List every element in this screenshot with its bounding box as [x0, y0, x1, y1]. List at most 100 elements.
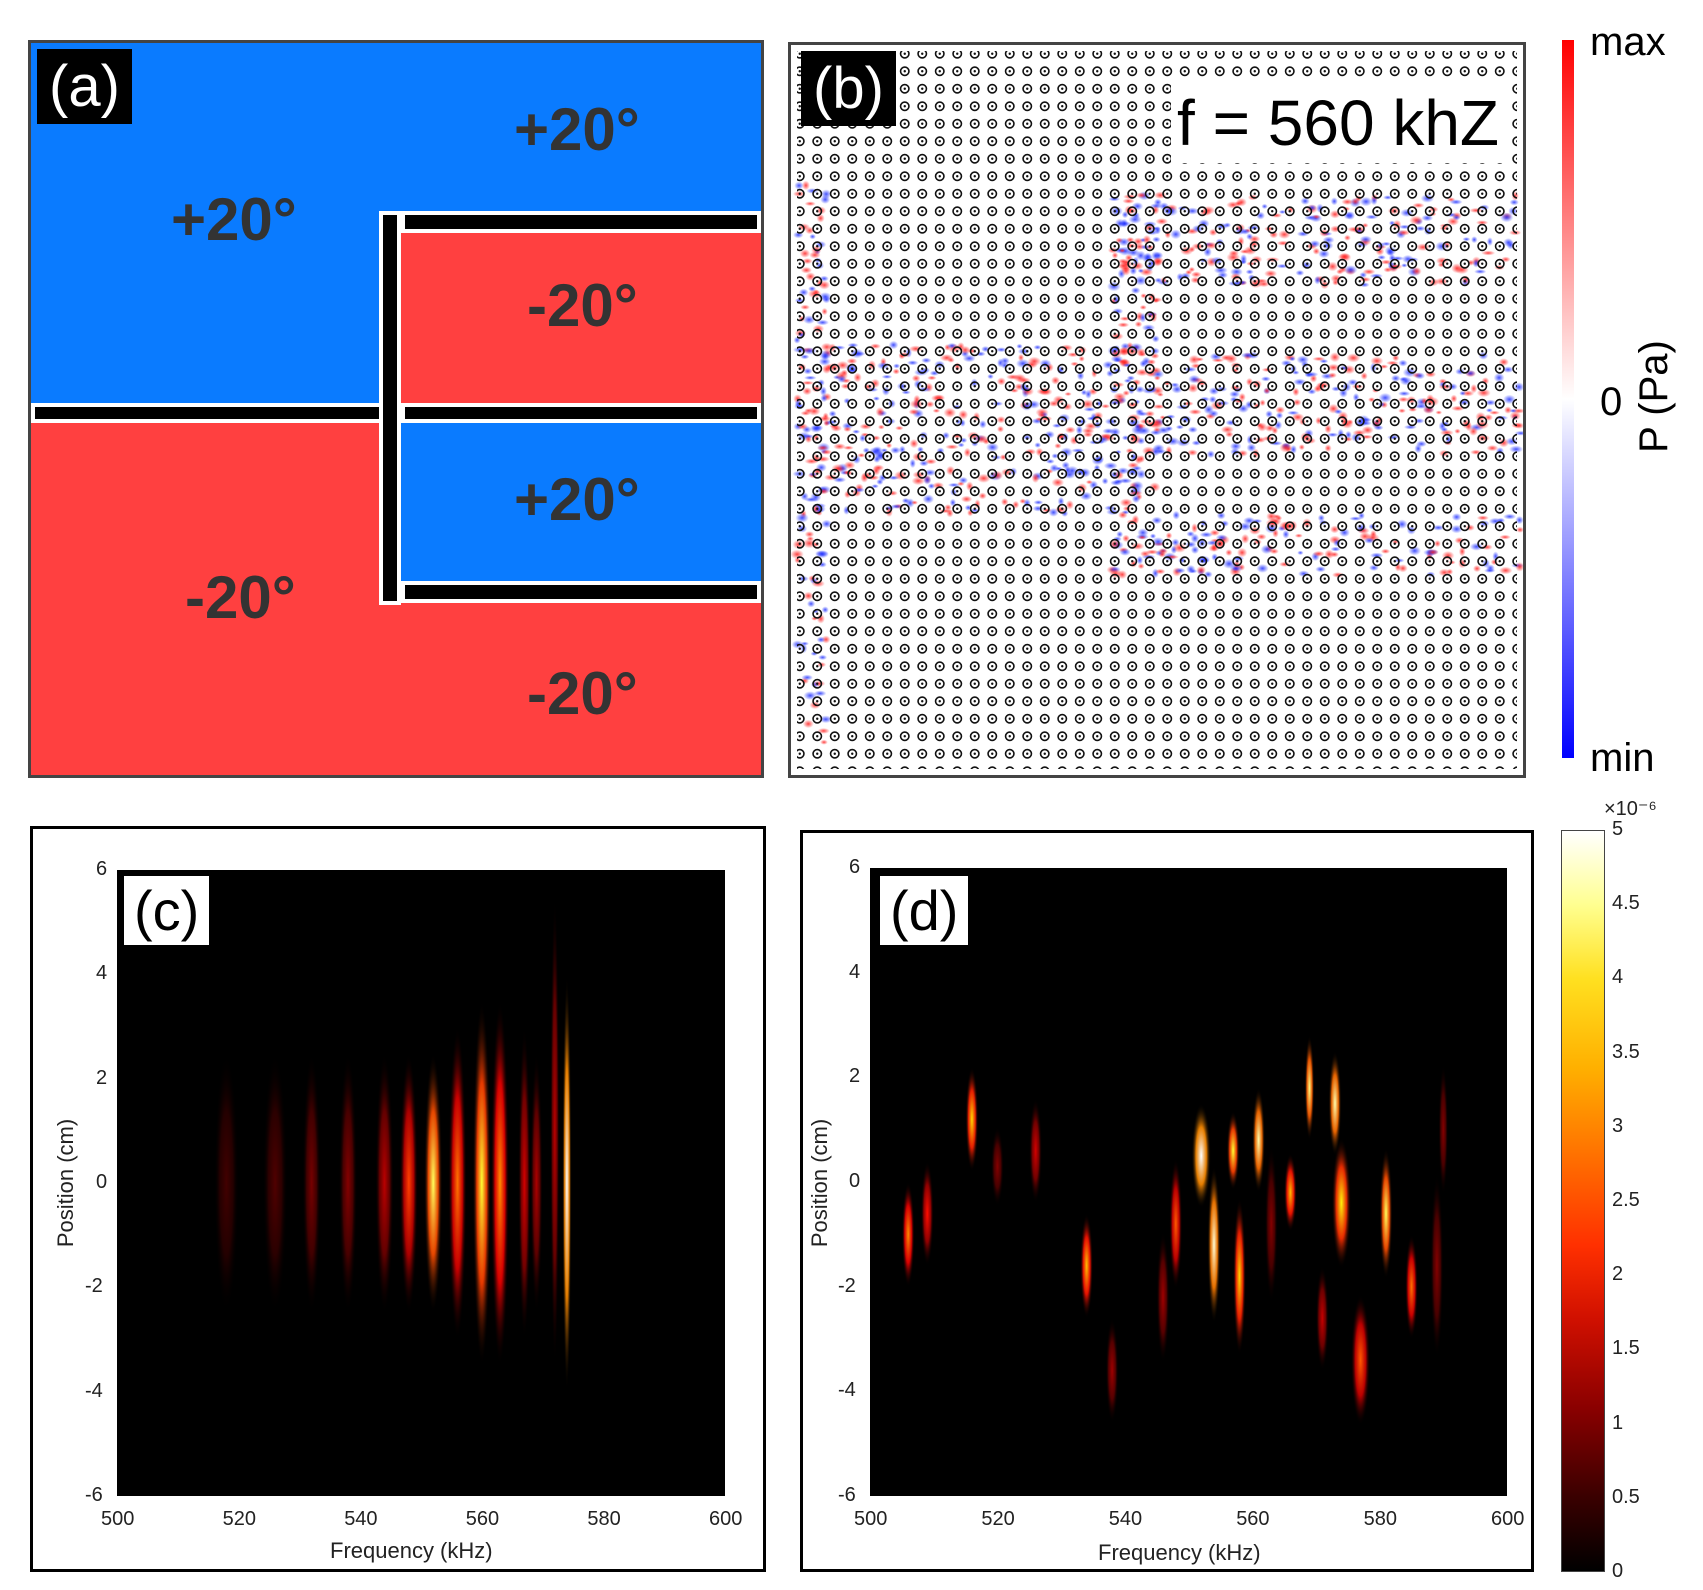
region-negative-bottom-left — [31, 411, 393, 775]
xlabel-d: Frequency (kHz) — [1098, 1540, 1261, 1565]
heatmap-cell — [1379, 1148, 1393, 1279]
colorbar-tick-label: 2 — [1612, 1263, 1624, 1286]
y-tick-label: 2 — [849, 1065, 861, 1088]
xlabel-c: Frequency (kHz) — [330, 1538, 493, 1563]
heatmap-cell — [1029, 1098, 1042, 1203]
heatmap-cell — [338, 1052, 358, 1314]
region-positive-mid-lower — [393, 415, 761, 601]
heatmap-d — [870, 868, 1507, 1496]
y-tick-label: 6 — [849, 856, 861, 878]
x-tick-label: 560 — [1236, 1508, 1270, 1530]
heatmap-cell — [1156, 1231, 1170, 1363]
x-tick-label: 600 — [709, 1508, 743, 1530]
x-tick-label: 580 — [587, 1508, 621, 1530]
heatmap-cell — [920, 1161, 934, 1266]
y-tick-label: 2 — [96, 1066, 108, 1089]
colorbar-tick-label: 1 — [1612, 1411, 1624, 1434]
heatmap-cell — [214, 1052, 239, 1314]
heatmap-cell — [1264, 1145, 1278, 1303]
heatmap-cell — [1080, 1213, 1093, 1318]
angle-mid-upper: -20° — [527, 272, 638, 339]
intensity-colorbar — [1561, 830, 1605, 1572]
wall-top — [401, 211, 761, 233]
x-tick-label: 520 — [981, 1508, 1015, 1530]
pressure-min-label: min — [1590, 736, 1655, 780]
angle-mid-lower: +20° — [514, 466, 640, 533]
x-tick-label: 540 — [1108, 1508, 1143, 1530]
heatmap-cell — [1304, 1035, 1315, 1141]
angle-top-right: +20° — [514, 96, 640, 163]
pressure-zero-label: 0 — [1600, 380, 1623, 424]
colorbar-tick-label: 3.5 — [1612, 1040, 1640, 1063]
heatmap-cell — [965, 1066, 979, 1172]
heatmap-cell — [1331, 1137, 1351, 1269]
pressure-field — [791, 51, 1523, 769]
wall-horizontal-left — [31, 403, 385, 423]
heatmap-cell — [562, 974, 572, 1392]
heatmap-cell — [1328, 1051, 1342, 1156]
x-tick-label: 500 — [101, 1508, 135, 1530]
heatmap-cell — [1430, 1174, 1444, 1358]
wall-bottom — [401, 581, 761, 603]
y-tick-label: -2 — [85, 1275, 103, 1298]
pressure-spot — [1515, 516, 1523, 525]
colorbar-tick-label: 0 — [1612, 1560, 1624, 1582]
panel-a: (a) +20° +20° -20° +20° -20° -20° — [28, 40, 764, 778]
frequency-label: f = 560 khZ — [1171, 83, 1505, 163]
wall-vertical — [379, 211, 401, 605]
heatmap-cell — [1350, 1294, 1371, 1426]
heatmap-c — [117, 870, 725, 1496]
y-tick-label: 4 — [96, 962, 108, 985]
ylabel-c: Position (cm) — [53, 1118, 79, 1248]
x-tick-label: 500 — [854, 1508, 888, 1530]
heatmap-cell — [399, 1052, 418, 1314]
colorbar-tick-label: 1.5 — [1612, 1337, 1640, 1360]
angle-bottom-right: -20° — [527, 660, 638, 727]
y-tick-label: 6 — [96, 858, 108, 880]
y-tick-label: -6 — [838, 1484, 856, 1506]
heatmap-cell — [1191, 1103, 1211, 1209]
y-tick-label: 4 — [849, 960, 861, 983]
intensity-exponent-label: ×10⁻⁶ — [1604, 798, 1657, 820]
colorbar-tick-label: 5 — [1612, 818, 1624, 840]
pressure-spot — [1515, 562, 1523, 572]
y-tick-label: 0 — [96, 1171, 108, 1193]
pressure-axis-label: P (Pa) — [1631, 340, 1676, 453]
heatmap-cell — [1315, 1265, 1329, 1371]
heatmap-cell — [991, 1127, 1004, 1206]
panel-d-label: (d) — [880, 876, 969, 945]
angle-bottom-left: -20° — [185, 564, 296, 631]
y-tick-label: -2 — [838, 1274, 856, 1297]
heatmap-cell — [1405, 1234, 1418, 1339]
region-negative-mid-upper — [393, 215, 761, 411]
heatmap-cell — [302, 1052, 321, 1314]
scatterer-lattice — [797, 51, 1517, 769]
y-tick-label: 0 — [849, 1170, 861, 1192]
wall-mid — [401, 403, 761, 423]
x-tick-label: 540 — [344, 1508, 378, 1530]
heatmap-cell — [518, 1026, 531, 1340]
pressure-spot — [1516, 526, 1523, 533]
panel-a-label: (a) — [37, 49, 132, 124]
colorbar-tick-label: 4 — [1612, 966, 1624, 989]
panel-c-label: (c) — [124, 876, 210, 945]
heatmap-cell — [530, 1052, 543, 1314]
heatmap-cell — [1207, 1166, 1221, 1324]
heatmap-cell — [262, 1052, 288, 1314]
ylabel-d: Position (cm) — [807, 1118, 833, 1248]
panel-c-frame — [30, 826, 766, 1572]
heatmap-cell — [550, 896, 560, 1366]
pressure-colorbar — [1562, 40, 1574, 758]
y-tick-label: -6 — [85, 1484, 103, 1506]
heatmap-cell — [1438, 1064, 1449, 1196]
x-tick-label: 560 — [465, 1508, 500, 1530]
x-tick-label: 580 — [1363, 1508, 1397, 1530]
heatmap-cell — [1226, 1111, 1240, 1190]
y-tick-label: -4 — [838, 1379, 856, 1402]
heatmap-cell — [1284, 1153, 1297, 1232]
x-tick-label: 600 — [1491, 1508, 1525, 1530]
heatmap-cell — [1169, 1158, 1183, 1290]
heatmap-cell — [1233, 1197, 1246, 1355]
panel-d-frame — [800, 830, 1534, 1572]
